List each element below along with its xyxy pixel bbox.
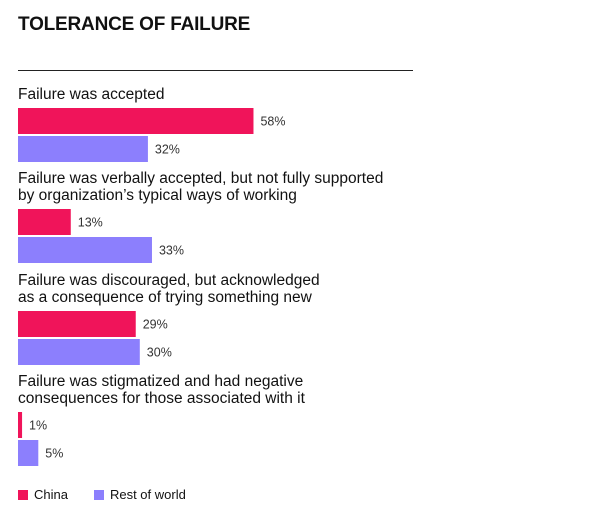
legend: China Rest of world — [18, 487, 212, 502]
category-4-label-line: Failure was stigmatized and had negative — [18, 373, 303, 390]
legend-swatch-china — [18, 489, 28, 500]
value-label-rest-of-world-category-1: 32% — [155, 143, 180, 157]
legend-item-rest-of-world: Rest of world — [93, 487, 186, 502]
bar-china-category-1 — [18, 108, 254, 134]
category-2-label: Failure was verbally accepted, but not f… — [18, 170, 383, 204]
bar-rest-of-world-category-2 — [18, 237, 152, 263]
chart-title: TOLERANCE OF FAILURE — [18, 14, 251, 35]
category-3-label-line: as a consequence of trying something new — [18, 289, 313, 306]
bar-china-category-3 — [18, 311, 136, 337]
category-2-label-line: Failure was verbally accepted, but not f… — [18, 170, 383, 187]
value-label-rest-of-world-category-3: 30% — [147, 346, 172, 360]
bar-china-category-4 — [18, 412, 23, 438]
legend-label-rest-of-world: Rest of world — [109, 487, 186, 502]
category-3-label: Failure was discouraged, but acknowledge… — [18, 272, 320, 306]
value-label-rest-of-world-category-2: 33% — [159, 244, 184, 258]
value-label-china-category-2: 13% — [78, 216, 103, 230]
legend-item-china: China — [18, 487, 68, 502]
category-1-label: Failure was accepted — [18, 86, 164, 103]
legend-swatch-rest-of-world — [93, 489, 104, 500]
bar-china-category-2 — [18, 209, 71, 235]
value-label-china-category-1: 58% — [260, 115, 285, 129]
category-3-label-line: Failure was discouraged, but acknowledge… — [18, 272, 320, 289]
category-4-label: Failure was stigmatized and had negative… — [18, 373, 306, 407]
category-2-label-line: by organization’s typical ways of workin… — [18, 187, 297, 204]
value-label-china-category-3: 29% — [143, 318, 168, 332]
bar-rest-of-world-category-4 — [18, 440, 39, 466]
bar-chart: Failure was accepted 58% 32% Failure was ve… — [18, 86, 383, 466]
bar-rest-of-world-category-1 — [18, 136, 148, 162]
title-divider — [18, 70, 413, 71]
value-label-china-category-4: 1% — [29, 419, 47, 433]
value-label-rest-of-world-category-4: 5% — [45, 447, 63, 461]
bar-rest-of-world-category-3 — [18, 339, 140, 365]
category-4-label-line: consequences for those associated with i… — [18, 390, 306, 407]
legend-label-china: China — [34, 487, 68, 502]
category-1-label-line: Failure was accepted — [18, 86, 164, 103]
